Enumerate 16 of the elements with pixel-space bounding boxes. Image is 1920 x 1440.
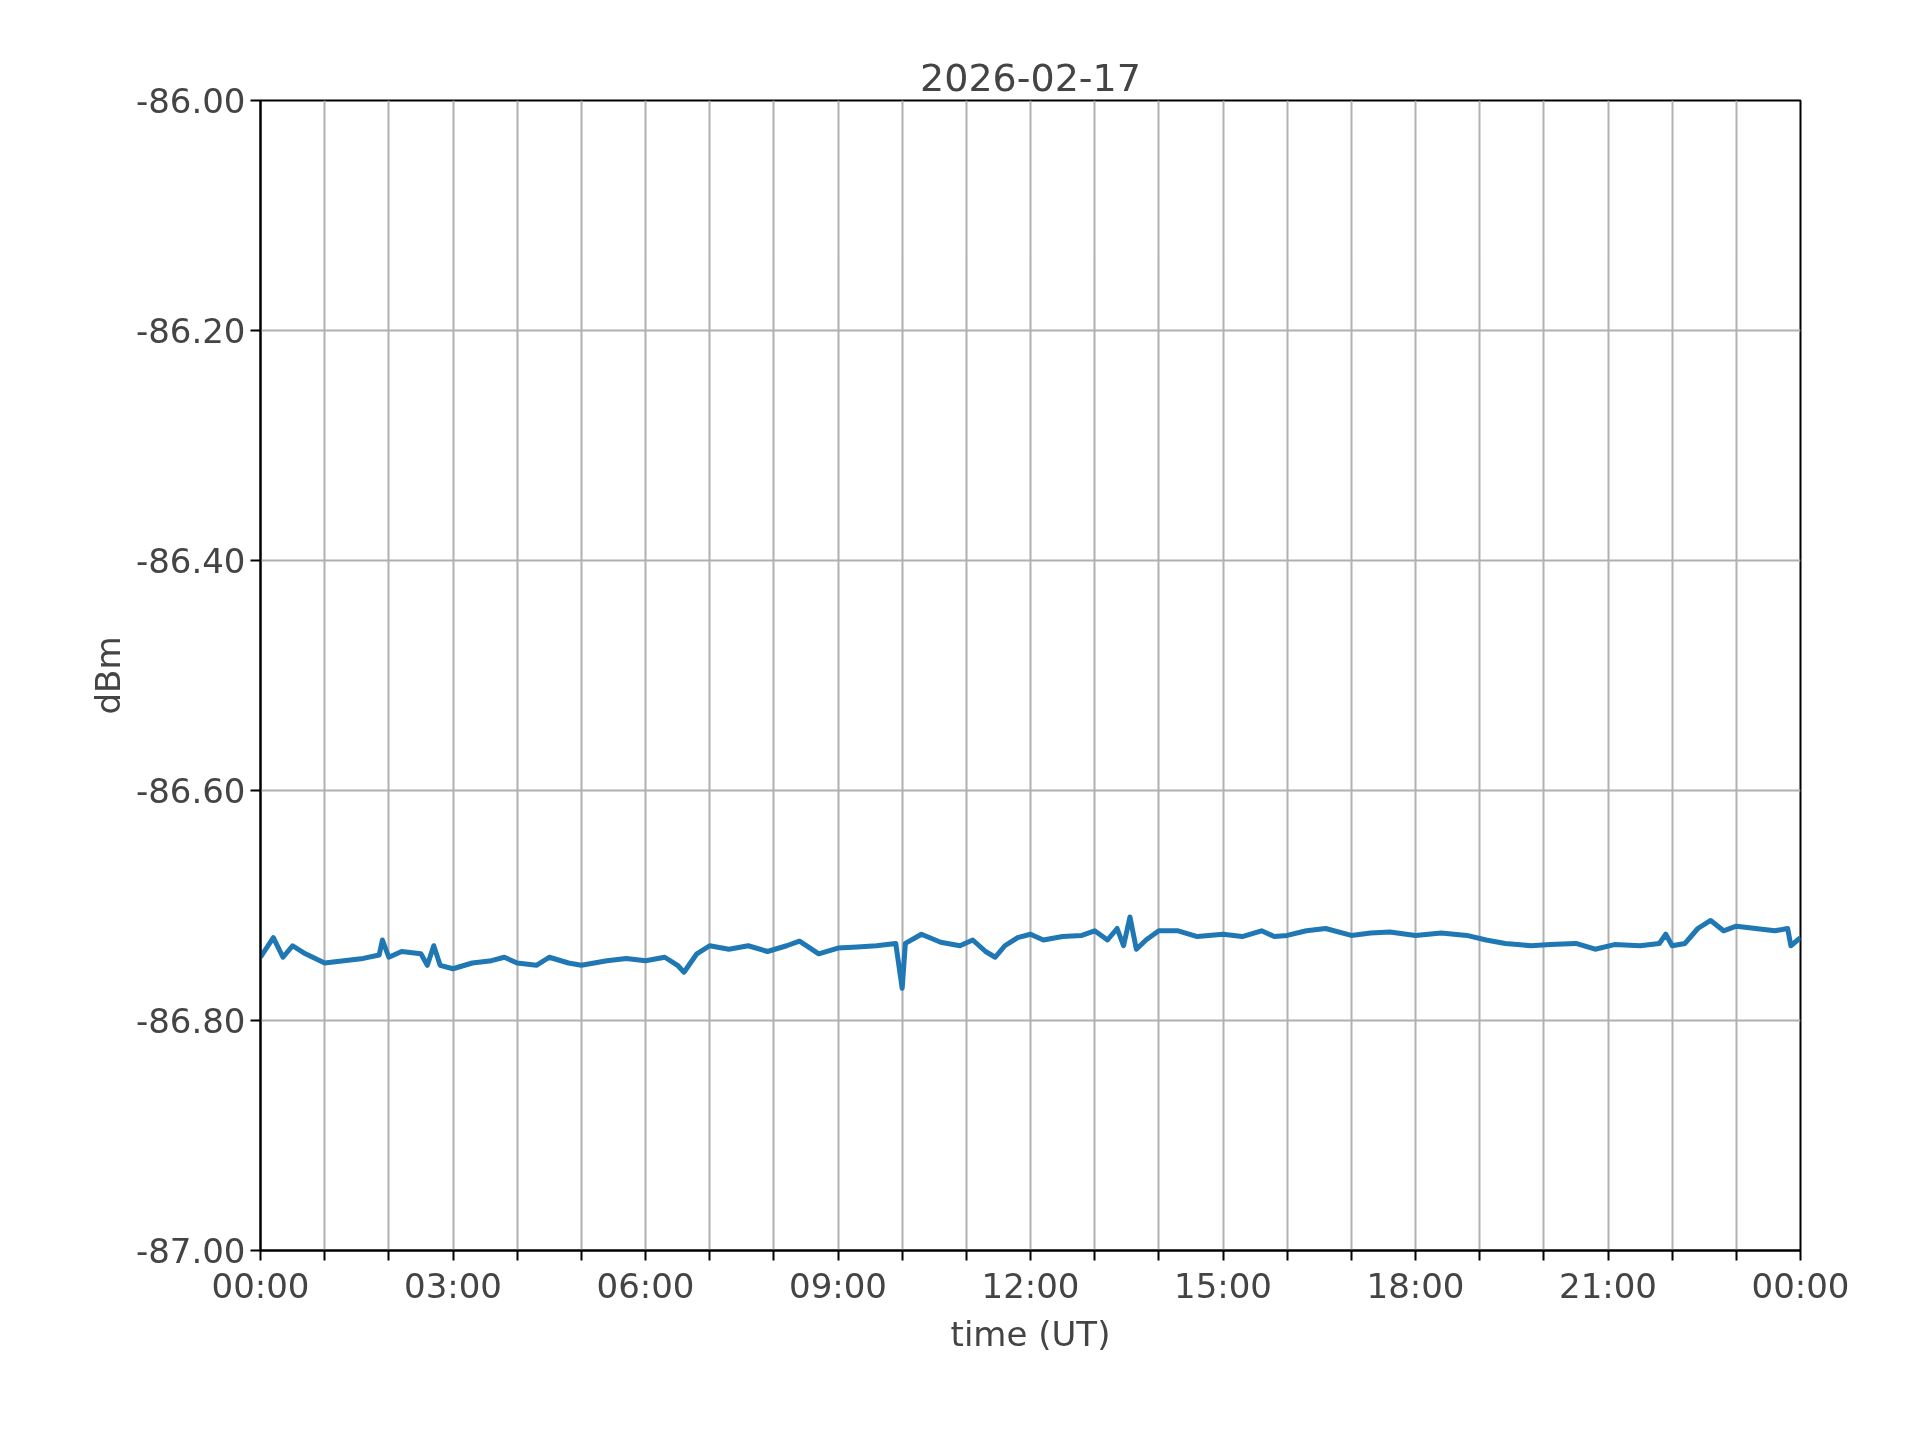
chart-title: 2026-02-17: [920, 55, 1141, 100]
x-tick-label: 21:00: [1559, 1265, 1657, 1306]
y-tick-label: -86.00: [135, 81, 246, 121]
y-tick-label: -86.20: [135, 311, 246, 351]
y-tick-label: -86.40: [135, 541, 246, 581]
x-tick-label: 12:00: [981, 1265, 1080, 1306]
x-tick-label: 15:00: [1174, 1265, 1272, 1306]
y-tick-label: -86.60: [135, 771, 246, 811]
x-tick-label: 18:00: [1366, 1265, 1465, 1306]
x-axis-title: time (UT): [950, 1313, 1111, 1354]
y-tick-label: -86.80: [135, 1001, 246, 1041]
x-tick-label: 06:00: [596, 1265, 695, 1306]
x-tick-label: 03:00: [404, 1265, 502, 1306]
x-tick-label: 09:00: [789, 1265, 887, 1306]
y-axis-title: dBm: [87, 636, 128, 715]
x-tick-label: 00:00: [1751, 1265, 1850, 1306]
